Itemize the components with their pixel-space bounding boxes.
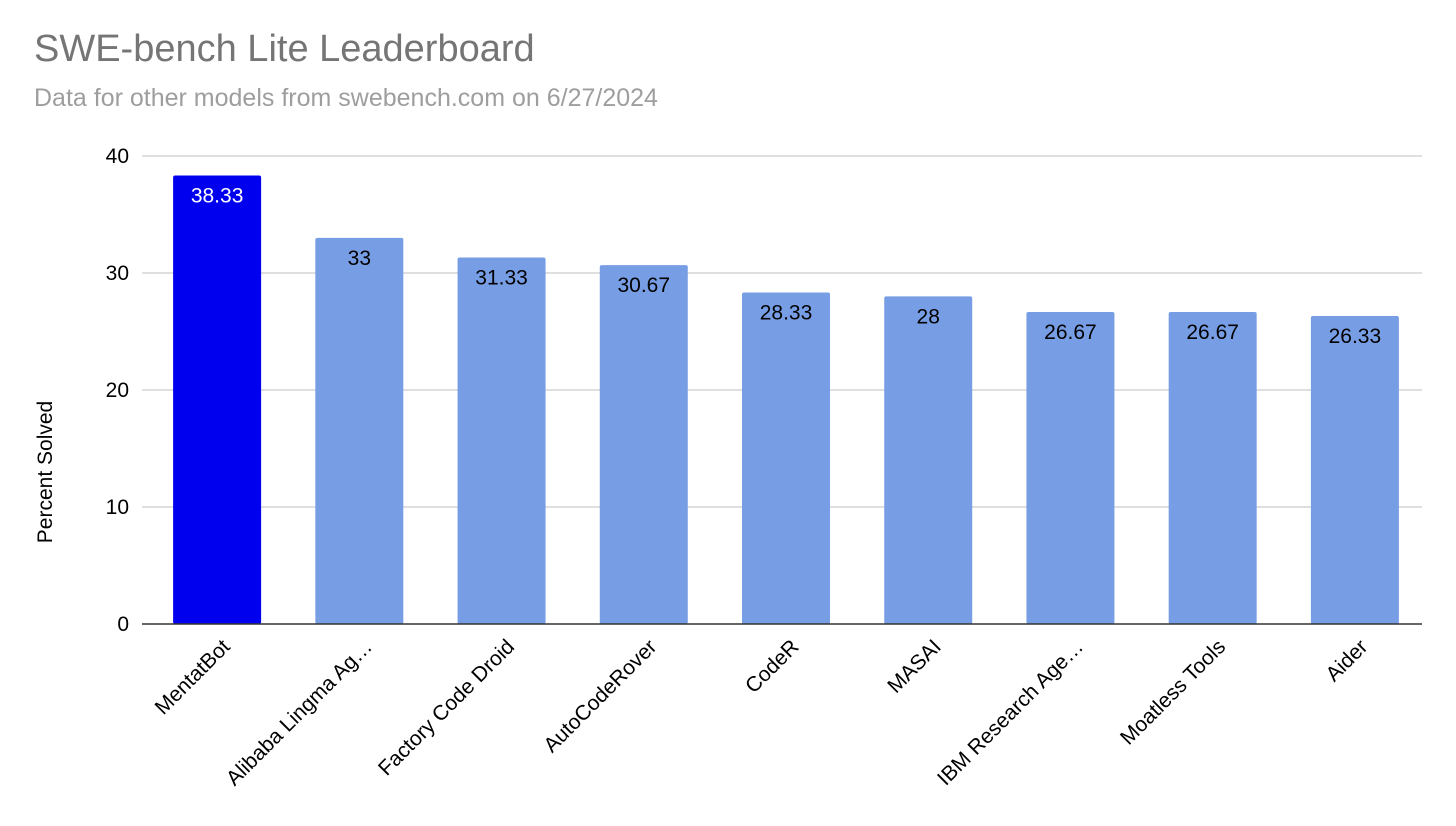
x-tick-label: CodeR xyxy=(741,635,803,697)
bar xyxy=(315,237,404,624)
data-label: 26.33 xyxy=(1329,325,1382,348)
data-label: 26.67 xyxy=(1186,321,1239,344)
bar xyxy=(173,175,262,624)
data-label: 26.67 xyxy=(1044,321,1097,344)
chart-title: SWE-bench Lite Leaderboard xyxy=(34,28,535,70)
bar xyxy=(1168,311,1257,624)
y-tick-label: 0 xyxy=(117,613,129,636)
x-tick-label: Factory Code Droid xyxy=(374,635,519,780)
x-tick-label: AutoCodeRover xyxy=(539,635,661,757)
chart-subtitle: Data for other models from swebench.com … xyxy=(34,84,658,112)
bar xyxy=(457,257,546,624)
y-axis-label: Percent Solved xyxy=(34,401,57,543)
x-tick-label: MASAI xyxy=(883,635,945,697)
x-tick-label: MentatBot xyxy=(151,635,235,719)
x-tick-label: Moatless Tools xyxy=(1116,635,1230,749)
bar xyxy=(1310,315,1399,624)
y-axis-ticks: 0 10 20 30 40 xyxy=(106,145,129,636)
x-tick-label: Alibaba Lingma Ag… xyxy=(222,635,377,790)
bars xyxy=(173,175,1399,624)
data-label: 30.67 xyxy=(617,274,670,297)
y-tick-label: 30 xyxy=(106,262,129,285)
bar xyxy=(884,296,973,624)
data-label: 31.33 xyxy=(475,266,528,289)
y-tick-label: 10 xyxy=(106,496,129,519)
data-label: 28 xyxy=(917,305,940,328)
y-tick-label: 40 xyxy=(106,145,129,168)
x-tick-label: IBM Research Age… xyxy=(933,635,1088,790)
data-labels: 38.33 33 31.33 30.67 28.33 28 26.67 26.67 26.33 xyxy=(191,185,1381,348)
bar xyxy=(1026,311,1115,624)
bar xyxy=(599,265,688,624)
bar xyxy=(742,292,830,624)
data-label: 33 xyxy=(348,247,371,270)
data-label: 38.33 xyxy=(191,185,244,208)
y-tick-label: 20 xyxy=(106,379,129,402)
x-tick-label: Aider xyxy=(1321,635,1372,686)
data-label: 28.33 xyxy=(760,302,813,325)
